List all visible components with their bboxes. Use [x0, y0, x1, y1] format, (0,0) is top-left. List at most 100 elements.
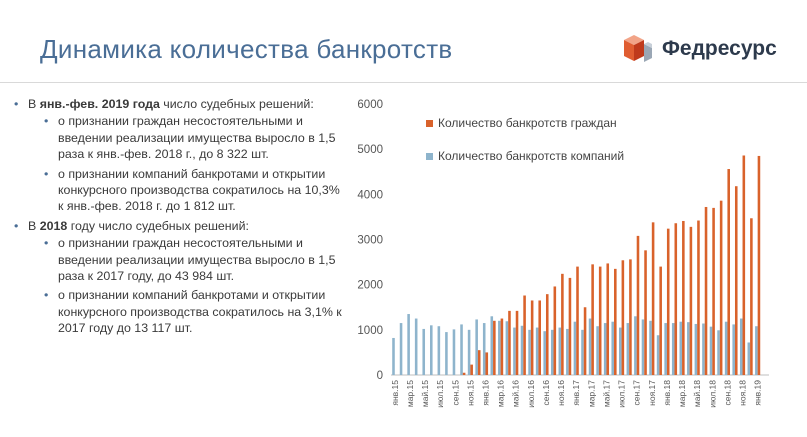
- bar-companies: [528, 329, 531, 375]
- x-tick-label: май.17: [601, 380, 611, 407]
- title-divider: [0, 82, 807, 83]
- bar-citizens: [682, 220, 685, 375]
- bar-citizens: [734, 186, 738, 375]
- bar-companies: [490, 316, 494, 375]
- bar-companies: [724, 321, 728, 375]
- bar-companies: [505, 321, 509, 375]
- bar-citizens: [553, 286, 557, 375]
- bar-citizens: [598, 266, 602, 375]
- bar-citizens: [697, 220, 700, 375]
- bar-companies: [475, 319, 478, 375]
- y-tick-label: 0: [377, 370, 383, 382]
- x-tick-label: мар.16: [496, 380, 506, 407]
- x-tick-label: июл.17: [617, 380, 627, 408]
- x-tick-label: ноя.17: [647, 380, 657, 406]
- bankruptcy-chart: 0 1000 2000 3000 4000 5000 6000 янв.15 мар.15 май…: [340, 90, 807, 432]
- bar-companies: [407, 314, 410, 375]
- slide-title: Динамика количества банкротств: [40, 34, 453, 64]
- bullet-2018-prefix: В: [28, 218, 40, 233]
- y-tick-label: 6000: [357, 99, 383, 111]
- legend-label: Количество банкротств компаний: [438, 149, 624, 163]
- legend-swatch: [426, 153, 433, 160]
- x-tick-label: ноя.18: [738, 380, 748, 406]
- bar-citizens: [576, 266, 579, 375]
- bar-citizens: [470, 364, 473, 375]
- bullet-2018-citizens: о признании граждан несостоятельными и в…: [10, 235, 345, 284]
- bar-companies: [649, 320, 652, 375]
- bar-citizens: [712, 207, 715, 375]
- bar-citizens: [462, 372, 466, 375]
- bar-companies: [482, 323, 486, 375]
- bullet-2019-companies: о признании компаний банкротами и открыт…: [10, 166, 345, 215]
- x-tick-label: июл.16: [526, 380, 536, 408]
- bar-companies: [422, 328, 426, 375]
- bar-companies: [671, 323, 675, 375]
- x-tick-label: ноя.15: [465, 380, 475, 406]
- bar-companies: [581, 329, 584, 375]
- bar-citizens: [659, 266, 662, 375]
- bar-citizens: [606, 263, 610, 375]
- y-tick-label: 5000: [357, 144, 383, 156]
- bar-citizens: [614, 268, 617, 375]
- x-tick-label: мар.17: [586, 380, 596, 407]
- bar-citizens: [583, 307, 587, 375]
- bar-citizens: [750, 218, 753, 375]
- bar-citizens: [636, 235, 640, 375]
- bar-companies: [588, 318, 592, 375]
- bar-citizens: [508, 310, 511, 375]
- logo-text: Федресурс: [662, 37, 777, 60]
- bar-citizens: [651, 222, 655, 375]
- bar-companies: [399, 323, 403, 375]
- bar-citizens: [515, 310, 519, 375]
- bar-citizens: [742, 155, 746, 375]
- bankruptcy-chart-svg: 0 1000 2000 3000 4000 5000 6000 янв.15 мар.15 май…: [357, 99, 769, 408]
- x-tick-label: мар.18: [677, 380, 687, 407]
- bar-citizens: [591, 264, 594, 375]
- bar-citizens: [523, 295, 526, 375]
- x-tick-label: мар.15: [405, 380, 415, 407]
- bar-companies: [626, 323, 630, 375]
- bar-companies: [732, 324, 735, 375]
- y-tick-label: 1000: [357, 325, 383, 337]
- bar-companies: [619, 327, 622, 375]
- bar-companies: [445, 332, 448, 375]
- bar-companies: [467, 329, 471, 375]
- bar-companies: [679, 321, 683, 375]
- bar-companies: [460, 324, 463, 375]
- bar-citizens: [500, 318, 504, 375]
- bullet-2019: В янв.-фев. 2019 года число судебных реш…: [10, 96, 345, 113]
- x-tick-label: янв.18: [662, 380, 672, 406]
- bullet-2018: В 2018 году число судебных решений:: [10, 218, 345, 235]
- bar-companies: [550, 329, 554, 375]
- bullet-2018-period: 2018: [39, 218, 68, 233]
- y-tick-label: 3000: [357, 235, 383, 247]
- bar-companies: [430, 325, 433, 375]
- bar-companies: [392, 337, 395, 375]
- bar-citizens: [530, 300, 534, 375]
- bar-companies: [656, 335, 660, 375]
- bar-citizens: [674, 223, 678, 375]
- bar-companies: [634, 316, 637, 375]
- bar-companies: [702, 323, 705, 375]
- y-tick-label: 4000: [357, 189, 383, 201]
- x-tick-label: май.15: [420, 380, 430, 407]
- bar-companies: [694, 323, 698, 375]
- bar-companies: [558, 327, 562, 375]
- x-tick-label: янв.19: [753, 380, 763, 406]
- bar-companies: [535, 327, 539, 375]
- legend-swatch: [426, 120, 433, 127]
- bullet-2019-citizens: о признании граждан несостоятельными и в…: [10, 113, 345, 162]
- bar-citizens: [568, 277, 572, 375]
- bar-companies: [739, 318, 743, 375]
- bullet-2018-suffix: году число судебных решений:: [67, 218, 249, 233]
- bar-citizens: [757, 155, 761, 375]
- fedresurs-logo-icon: [624, 35, 652, 62]
- x-tick-label: янв.17: [571, 380, 581, 406]
- bullet-2019-prefix: В: [28, 97, 40, 111]
- x-tick-label: янв.16: [481, 380, 491, 406]
- bar-citizens: [666, 228, 670, 375]
- bullet-2019-suffix: число судебных решений:: [159, 97, 314, 111]
- bar-companies: [452, 329, 456, 375]
- bar-citizens: [493, 320, 496, 375]
- bar-citizens: [644, 250, 647, 375]
